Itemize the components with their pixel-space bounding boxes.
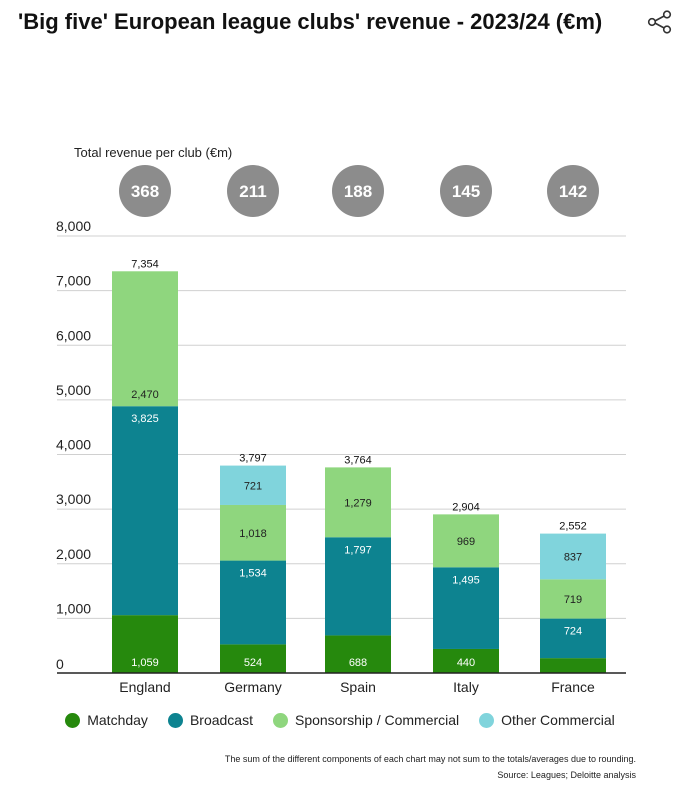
bar-segment-sponsorship-commercial [220, 504, 286, 561]
x-tick-label: Italy [453, 679, 479, 695]
data-label: 719 [564, 594, 582, 606]
data-label: 524 [244, 657, 262, 669]
data-label: 1,534 [239, 568, 267, 580]
stacked-bar-chart: 0 1,000 2,000 3,000 4,000 5,000 6,000 7,000 8,00… [56, 145, 626, 695]
bar-segment-broadcast [220, 560, 286, 645]
bar-segment-matchday [325, 635, 391, 673]
data-label: 1,279 [344, 497, 372, 509]
bar-segment-sponsorship-commercial [433, 514, 499, 568]
per-club-heading: Total revenue per club (€m) [74, 145, 232, 160]
footnote: The sum of the different components of e… [224, 754, 636, 764]
legend-swatch [65, 712, 81, 728]
bar-segment-other-commercial [540, 533, 606, 580]
legend-item: Other Commercial [479, 712, 615, 728]
per-club-circle [119, 165, 171, 217]
x-tick-label: Germany [224, 679, 282, 695]
data-label: 724 [564, 626, 582, 638]
data-label: 3,825 [131, 413, 159, 425]
y-tick-label: 6,000 [56, 327, 91, 343]
data-label: 1,059 [131, 657, 159, 669]
legend-swatch [272, 712, 288, 728]
bar-segment-broadcast [540, 618, 606, 659]
data-label: 1,495 [452, 574, 480, 586]
x-tick-label: France [551, 679, 595, 695]
data-label: 2,470 [131, 389, 159, 401]
per-club-value: 142 [559, 182, 587, 201]
legend-swatch [479, 712, 495, 728]
total-label: 2,552 [559, 521, 587, 533]
y-tick-label: 4,000 [56, 437, 91, 453]
legend-label: Sponsorship / Commercial [294, 712, 460, 728]
y-tick-label: 0 [56, 656, 64, 672]
data-label: 688 [349, 657, 367, 669]
x-tick-label: England [119, 679, 170, 695]
total-label: 7,354 [131, 258, 159, 270]
bar-segment-sponsorship-commercial [540, 579, 606, 619]
data-label: 440 [457, 657, 475, 669]
per-club-circle [227, 165, 279, 217]
y-tick-label: 2,000 [56, 546, 91, 562]
chart-title: 'Big five' European league clubs' revenu… [18, 9, 603, 34]
per-club-value: 145 [452, 182, 480, 201]
bar-segment-other-commercial [220, 465, 286, 505]
bar-segment-broadcast [433, 567, 499, 649]
legend-item: Matchday [65, 712, 148, 728]
bar-segment-matchday [433, 648, 499, 673]
per-club-circle [547, 165, 599, 217]
source-note: Source: Leagues; Deloitte analysis [497, 770, 636, 780]
total-label: 3,764 [344, 454, 372, 466]
legend-item: Sponsorship / Commercial [272, 712, 460, 728]
data-label: 1,018 [239, 528, 267, 540]
y-tick-label: 1,000 [56, 600, 91, 616]
bar-segment-matchday [540, 658, 606, 673]
y-tick-label: 3,000 [56, 491, 91, 507]
bar-segment-matchday [112, 615, 178, 673]
y-tick-label: 5,000 [56, 382, 91, 398]
legend-swatch [167, 712, 183, 728]
per-club-circle [332, 165, 384, 217]
data-label: 837 [564, 551, 582, 563]
y-tick-label: 8,000 [56, 218, 91, 234]
data-label: 969 [457, 536, 475, 548]
legend-label: Matchday [87, 712, 148, 728]
bar-segment-sponsorship-commercial [325, 467, 391, 538]
share-icon[interactable] [646, 8, 674, 36]
per-club-circle [440, 165, 492, 217]
bar-segment-matchday [220, 644, 286, 673]
per-club-value: 368 [131, 182, 159, 201]
legend-item: Broadcast [167, 712, 253, 728]
bar-segment-broadcast [112, 406, 178, 616]
per-club-value: 188 [344, 182, 372, 201]
legend-label: Broadcast [189, 712, 253, 728]
total-label: 2,904 [452, 501, 480, 513]
data-label: 1,797 [344, 544, 372, 556]
legend-label: Other Commercial [501, 712, 615, 728]
legend: Matchday Broadcast Sponsorship / Commercia… [0, 712, 680, 728]
total-label: 3,797 [239, 453, 267, 465]
per-club-value: 211 [239, 182, 266, 201]
x-tick-label: Spain [340, 679, 376, 695]
y-tick-label: 7,000 [56, 273, 91, 289]
bar-segment-sponsorship-commercial [112, 271, 178, 407]
bar-segment-broadcast [325, 537, 391, 636]
data-label: 721 [244, 480, 262, 492]
